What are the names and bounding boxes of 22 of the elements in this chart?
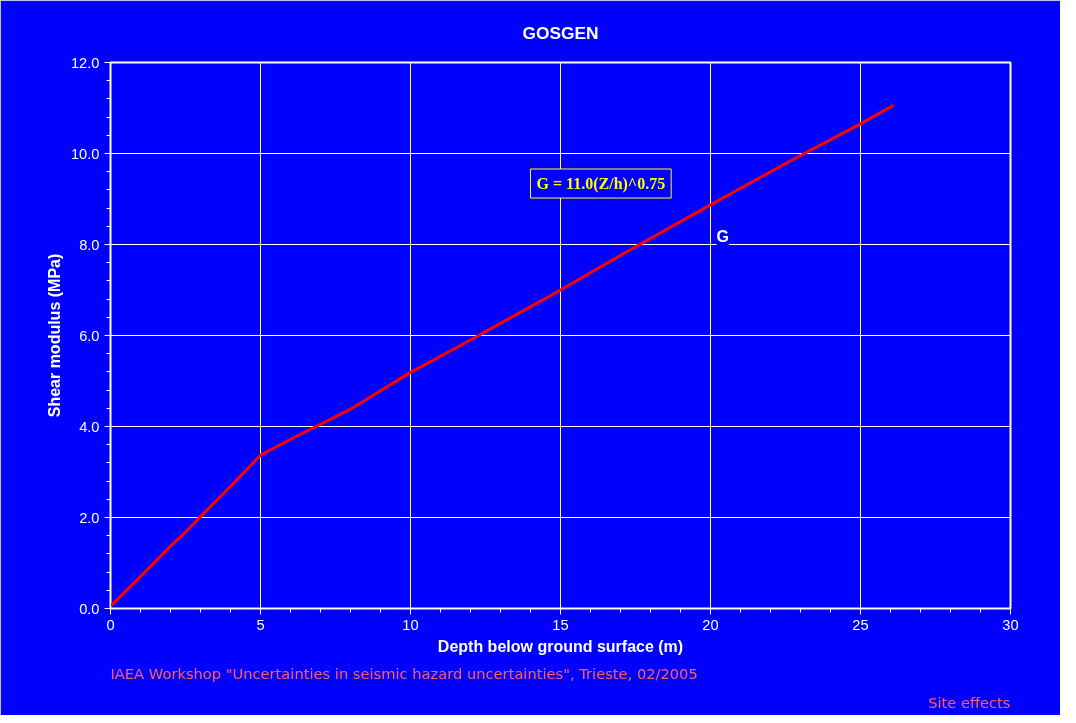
- y-tick-label: 10.0: [70, 145, 100, 162]
- annotation: G = 11.0(Z/h)^0.75: [536, 175, 666, 193]
- y-tick-label: 2.0: [79, 509, 100, 526]
- x-tick-label: 25: [852, 616, 869, 633]
- chart-title: GOSGEN: [522, 22, 599, 43]
- text: Site effects: [928, 693, 1011, 711]
- x-tick-label: 10: [402, 616, 419, 633]
- x-tick-label: 20: [702, 616, 719, 633]
- y-tick-label: 0.0: [79, 600, 100, 617]
- series-label: G: [716, 227, 729, 245]
- y-tick-label: 4.0: [79, 418, 100, 435]
- line-series: [110, 103, 895, 608]
- x-tick-label: 0: [106, 616, 115, 633]
- x-axis-title: Depth below ground surface (m): [437, 637, 684, 655]
- text: IAEA Workshop "Uncertainties in seismic hazard uncertainties", Trieste, 02/2005: [110, 664, 698, 682]
- x-tick-label: 15: [552, 616, 569, 633]
- y-tick-label: 6.0: [79, 327, 100, 344]
- y-tick-label: 8.0: [79, 236, 100, 253]
- y-axis-title: Shear modulus (MPa): [45, 253, 63, 418]
- y-tick-label: 12.0: [70, 54, 100, 71]
- x-tick-label: 5: [256, 616, 265, 633]
- x-tick-label: 30: [1002, 616, 1019, 633]
